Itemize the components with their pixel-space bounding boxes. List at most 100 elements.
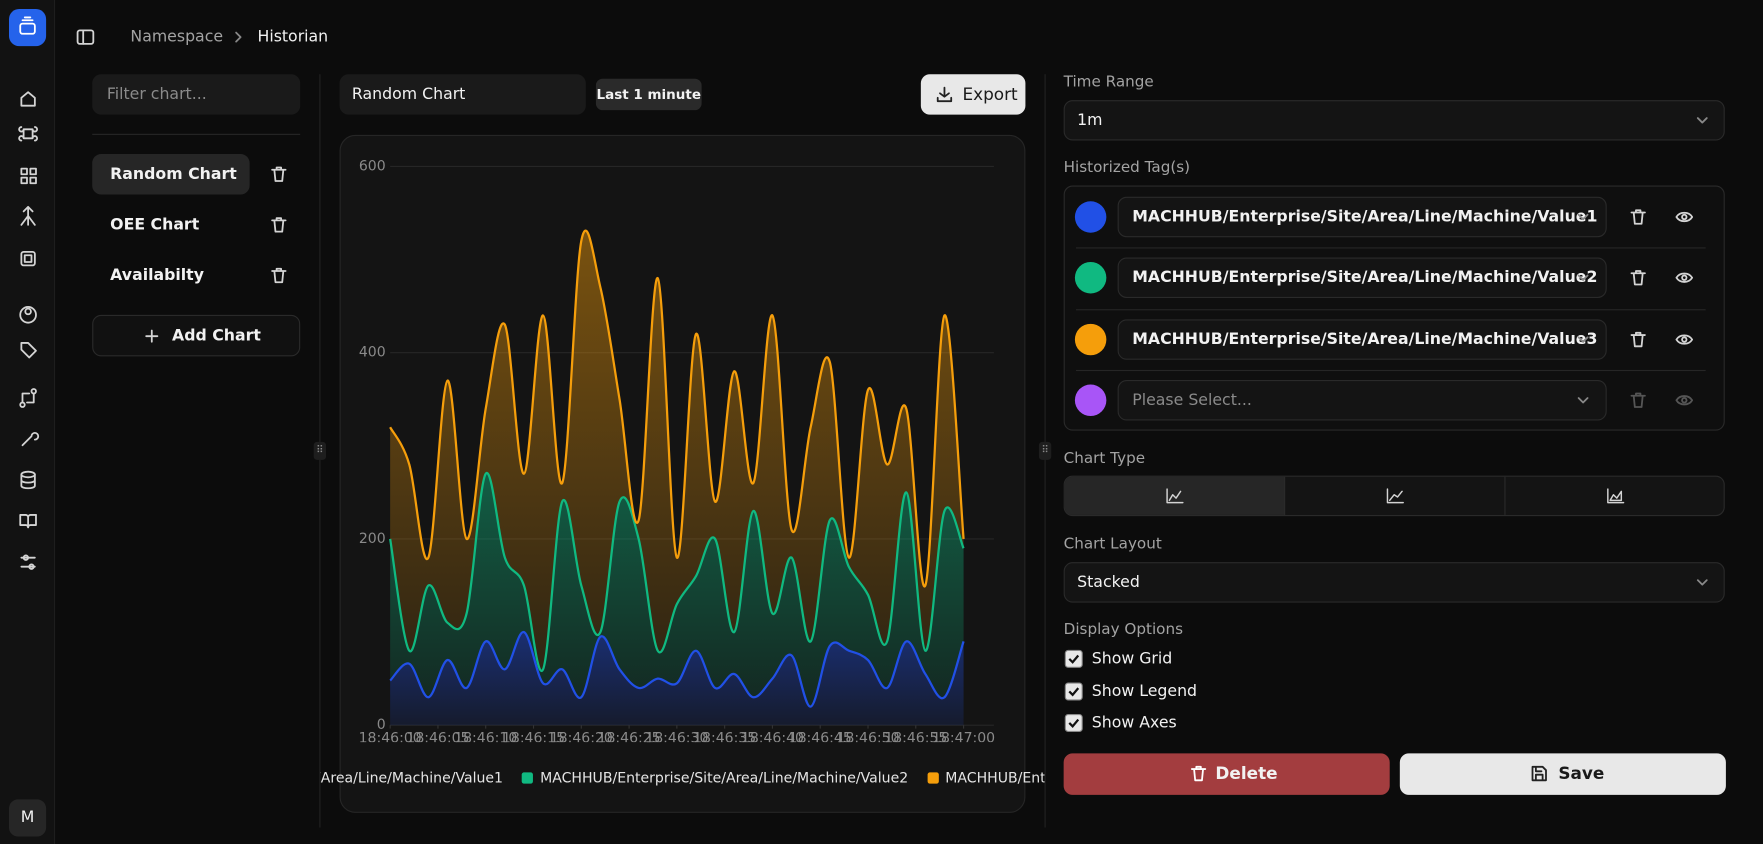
x-tick-label: 18:46:20 bbox=[550, 731, 613, 742]
x-tick-label: 18:46:35 bbox=[693, 731, 756, 742]
save-icon bbox=[1531, 765, 1547, 782]
time-range-select[interactable] bbox=[1063, 100, 1725, 141]
filter-input[interactable] bbox=[92, 74, 301, 115]
sidebar-toggle[interactable] bbox=[74, 26, 96, 48]
tag-value: MACHHUB/Enterprise/Site/Area/Line/Machin… bbox=[1132, 330, 1598, 349]
row-divider bbox=[1076, 308, 1706, 310]
divider bbox=[92, 133, 301, 135]
checkbox[interactable] bbox=[1064, 714, 1083, 733]
checkmark bbox=[1068, 719, 1080, 729]
legend-item: MACHHUB/Enterprise/Site/Area/Line/Machin… bbox=[320, 766, 503, 791]
save-button[interactable] bbox=[1399, 753, 1726, 795]
range-badge bbox=[595, 78, 702, 111]
field-label: Historized Tag(s) bbox=[1063, 158, 1191, 177]
delete-chart[interactable] bbox=[270, 165, 288, 183]
chevron[interactable] bbox=[1574, 330, 1592, 348]
x-tick-label: 18:46:10 bbox=[454, 731, 517, 742]
tag-value: MACHHUB/Enterprise/Site/Area/Line/Machin… bbox=[1132, 208, 1598, 226]
chart-item[interactable]: Availabilty bbox=[110, 266, 204, 285]
legend-item: MACHHUB/Enterprise/Site/Area/Line/Machin… bbox=[522, 766, 908, 791]
legend-label: MACHHUB/Enterprise/Site/Area/Line/Machin… bbox=[320, 769, 503, 786]
toggle-visibility[interactable] bbox=[1675, 330, 1694, 348]
delete-chart[interactable] bbox=[270, 216, 288, 234]
delete-tag[interactable] bbox=[1629, 330, 1647, 348]
delete-tag[interactable] bbox=[1629, 269, 1647, 287]
chart: 020040060018:46:0018:46:0518:46:1018:46:… bbox=[359, 158, 996, 742]
export-button[interactable] bbox=[920, 74, 1026, 115]
save-label: Save bbox=[1558, 763, 1605, 784]
tag-select[interactable] bbox=[1117, 318, 1607, 360]
x-tick-label: 18:46:30 bbox=[645, 731, 708, 742]
chevron[interactable] bbox=[1574, 208, 1592, 226]
x-tick-label: 18:46:00 bbox=[359, 731, 422, 742]
export-label: Export bbox=[962, 84, 1018, 105]
x-tick-label: 18:46:40 bbox=[741, 731, 804, 742]
nav-icons[interactable] bbox=[0, 79, 55, 596]
delete-label: Delete bbox=[1215, 763, 1278, 784]
tag-select[interactable] bbox=[1117, 196, 1607, 238]
option-label: Show Grid bbox=[1091, 649, 1173, 668]
chart-item[interactable]: Random Chart bbox=[110, 165, 237, 184]
tag-select[interactable] bbox=[1117, 257, 1607, 299]
tag-color[interactable] bbox=[1074, 323, 1107, 355]
logo[interactable] bbox=[8, 8, 47, 47]
avatar[interactable]: M bbox=[8, 799, 47, 837]
toggle-visibility[interactable] bbox=[1675, 269, 1694, 287]
tag-color[interactable] bbox=[1074, 262, 1107, 294]
chart-type-toggle bbox=[1063, 475, 1725, 517]
range-badge-label: Last 1 minute bbox=[596, 86, 701, 103]
checkbox[interactable] bbox=[1064, 682, 1083, 701]
option-label: Show Legend bbox=[1091, 682, 1198, 701]
series-line bbox=[389, 472, 965, 673]
download-icon bbox=[936, 86, 953, 103]
x-tick-label: 18:46:15 bbox=[502, 731, 565, 742]
x-tick-label: 18:46:55 bbox=[884, 731, 947, 742]
checkmark bbox=[1068, 654, 1080, 664]
area-fill bbox=[390, 472, 964, 707]
legend-label: MACHHUB/Enterprise/Site/Area/Line/Machin… bbox=[540, 769, 909, 786]
breadcrumb[interactable]: Namespace bbox=[130, 28, 224, 47]
chart-item[interactable]: OEE Chart bbox=[110, 215, 200, 234]
sidebar bbox=[0, 0, 56, 844]
x-tick-label: 18:47:00 bbox=[932, 731, 995, 742]
chart-type-option[interactable] bbox=[1285, 476, 1506, 515]
toggle-visibility[interactable] bbox=[1675, 208, 1694, 226]
area-fill bbox=[390, 631, 964, 726]
delete-tag[interactable] bbox=[1629, 208, 1647, 226]
field-label: Display Options bbox=[1063, 620, 1184, 639]
selected-chart[interactable] bbox=[92, 154, 250, 195]
y-tick-label: 200 bbox=[359, 531, 386, 547]
filter-placeholder: Filter chart... bbox=[106, 85, 207, 104]
chart-type-option[interactable] bbox=[1064, 476, 1286, 515]
tag-color[interactable] bbox=[1074, 384, 1107, 416]
plus-icon bbox=[145, 329, 159, 343]
x-tick-label: 18:46:05 bbox=[406, 731, 469, 742]
delete-button[interactable] bbox=[1063, 753, 1390, 795]
legend: MACHHUB/Enterprise/Site/Area/Line/Machin… bbox=[320, 766, 1044, 791]
grip[interactable]: ⠿ bbox=[313, 441, 327, 460]
delete-tag[interactable] bbox=[1629, 391, 1647, 409]
y-tick-label: 400 bbox=[359, 345, 386, 361]
legend-swatch bbox=[522, 772, 534, 784]
chevron[interactable] bbox=[1574, 391, 1592, 409]
field-label: Chart Layout bbox=[1063, 535, 1162, 554]
add-chart-button[interactable] bbox=[92, 314, 301, 357]
layout-select[interactable] bbox=[1063, 562, 1725, 603]
legend-swatch bbox=[927, 772, 939, 784]
grip[interactable]: ⠿ bbox=[1038, 441, 1052, 460]
chevron[interactable] bbox=[1574, 269, 1592, 287]
chevron bbox=[1696, 117, 1708, 124]
checkbox[interactable] bbox=[1064, 649, 1083, 668]
tag-select[interactable] bbox=[1117, 379, 1607, 421]
y-tick-label: 600 bbox=[359, 158, 386, 174]
chart-name-input[interactable] bbox=[339, 74, 586, 115]
series-line bbox=[389, 630, 965, 708]
tag-color[interactable] bbox=[1074, 201, 1107, 233]
y-tick-label: 0 bbox=[377, 717, 386, 733]
delete-chart[interactable] bbox=[270, 266, 288, 284]
x-tick-label: 18:46:50 bbox=[836, 731, 899, 742]
tag-placeholder: Please Select... bbox=[1132, 391, 1252, 410]
toggle-visibility[interactable] bbox=[1675, 391, 1694, 409]
